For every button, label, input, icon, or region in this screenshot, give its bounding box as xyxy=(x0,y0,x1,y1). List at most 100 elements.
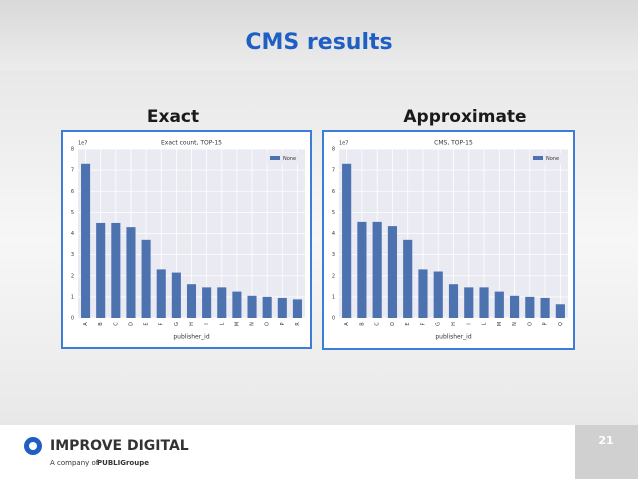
legend-box xyxy=(530,153,564,164)
chart-title: CMS, TOP-15 xyxy=(434,140,473,147)
y-tick-label: 2 xyxy=(332,273,335,279)
legend-label: None xyxy=(546,156,559,162)
y-tick-label: 2 xyxy=(71,273,74,279)
x-tick-label: C xyxy=(375,322,381,326)
x-tick-label: F xyxy=(159,322,165,325)
y-tick-label: 4 xyxy=(332,231,335,237)
bar xyxy=(479,287,489,318)
y-tick-label: 3 xyxy=(332,252,335,258)
y-tick-label: 1 xyxy=(71,294,74,300)
bar xyxy=(555,304,565,318)
x-tick-label: B xyxy=(359,322,365,326)
x-tick-label: O xyxy=(265,322,271,326)
brand: IMPROVE DIGITAL xyxy=(50,438,189,454)
bar xyxy=(540,297,550,318)
bar xyxy=(418,269,428,318)
y-tick-label: 4 xyxy=(71,231,74,237)
y-tick-label: 7 xyxy=(332,168,335,174)
x-tick-label: P xyxy=(280,322,286,325)
x-tick-label: G xyxy=(174,322,180,326)
legend-swatch xyxy=(270,156,280,160)
bar xyxy=(171,272,181,318)
bar xyxy=(277,297,287,318)
y-tick-label: 5 xyxy=(332,210,335,216)
slide-title: CMS results xyxy=(245,30,392,55)
bar xyxy=(126,227,136,318)
bar xyxy=(342,163,352,318)
footer-band xyxy=(0,425,638,479)
x-tick-label: H xyxy=(189,322,195,326)
x-tick-label: N xyxy=(512,322,518,326)
bar xyxy=(186,284,197,318)
panel-label: Exact xyxy=(147,107,199,127)
x-tick-label: B xyxy=(98,322,104,326)
y-tick-label: 6 xyxy=(71,189,74,195)
x-axis-label: publisher_id xyxy=(435,334,472,341)
x-tick-label: L xyxy=(219,322,225,325)
y-tick-label: 3 xyxy=(71,252,74,258)
x-tick-label: D xyxy=(128,322,134,326)
x-tick-label: E xyxy=(405,322,411,325)
x-tick-label: A xyxy=(344,322,350,326)
bar xyxy=(96,222,106,318)
bar xyxy=(202,287,212,318)
x-tick-label: A xyxy=(83,322,89,326)
x-tick-label: I xyxy=(204,323,210,324)
x-tick-label: E xyxy=(144,322,150,325)
x-tick-label: P xyxy=(543,322,549,325)
x-tick-label: H xyxy=(451,322,457,326)
offset-label: 1e7 xyxy=(78,141,87,147)
x-tick-label: O xyxy=(527,322,533,326)
bar xyxy=(292,299,302,318)
bar xyxy=(247,295,257,318)
page-number: 21 xyxy=(598,434,613,447)
tagline: A company of xyxy=(50,459,99,467)
x-tick-label: D xyxy=(390,322,396,326)
chart: CMS, TOP-15 1e7 0 1 2 3 4 5 6 7 8 A B C D E F G H I L M N O P Qpu… xyxy=(322,130,575,350)
bar xyxy=(494,291,504,318)
y-tick-label: 7 xyxy=(71,168,74,174)
x-tick-label: M xyxy=(497,322,503,326)
legend-box xyxy=(267,153,301,164)
y-tick-label: 0 xyxy=(332,316,335,322)
panel-label: Approximate xyxy=(403,107,526,127)
bar xyxy=(217,287,227,318)
y-tick-label: 1 xyxy=(332,294,335,300)
bar xyxy=(156,269,166,318)
group-name: PUBLIGroupe xyxy=(97,459,149,467)
bar xyxy=(525,296,535,318)
x-tick-label: I xyxy=(466,323,472,324)
y-tick-label: 8 xyxy=(71,147,74,153)
bar xyxy=(403,239,413,318)
x-tick-label: G xyxy=(436,322,442,326)
chart: Exact count, TOP-15 1e7 0 1 2 3 4 5 6 7 8 A B C D E F G H I… xyxy=(61,130,312,349)
x-axis-label: publisher_id xyxy=(173,334,210,341)
bar xyxy=(387,226,398,318)
legend-swatch xyxy=(533,156,543,160)
header-band xyxy=(0,0,638,70)
y-tick-label: 6 xyxy=(332,189,335,195)
x-tick-label: C xyxy=(113,322,119,326)
bar xyxy=(448,284,459,318)
bar xyxy=(464,287,474,318)
bar xyxy=(433,271,443,318)
page-box xyxy=(575,425,638,479)
bar xyxy=(81,163,91,318)
offset-label: 1e7 xyxy=(339,141,348,147)
chart-title: Exact count, TOP-15 xyxy=(161,140,222,147)
bar xyxy=(357,221,367,318)
bar xyxy=(111,222,121,318)
bar xyxy=(232,291,242,318)
x-tick-label: R xyxy=(295,322,301,326)
y-tick-label: 5 xyxy=(71,210,74,216)
bar xyxy=(372,221,382,318)
bar xyxy=(509,295,520,318)
x-tick-label: Q xyxy=(558,322,564,326)
y-tick-label: 0 xyxy=(71,316,74,322)
bar xyxy=(141,239,151,318)
x-tick-label: N xyxy=(250,322,256,326)
x-tick-label: F xyxy=(420,322,426,325)
logo xyxy=(24,437,42,455)
x-tick-label: M xyxy=(234,322,240,326)
